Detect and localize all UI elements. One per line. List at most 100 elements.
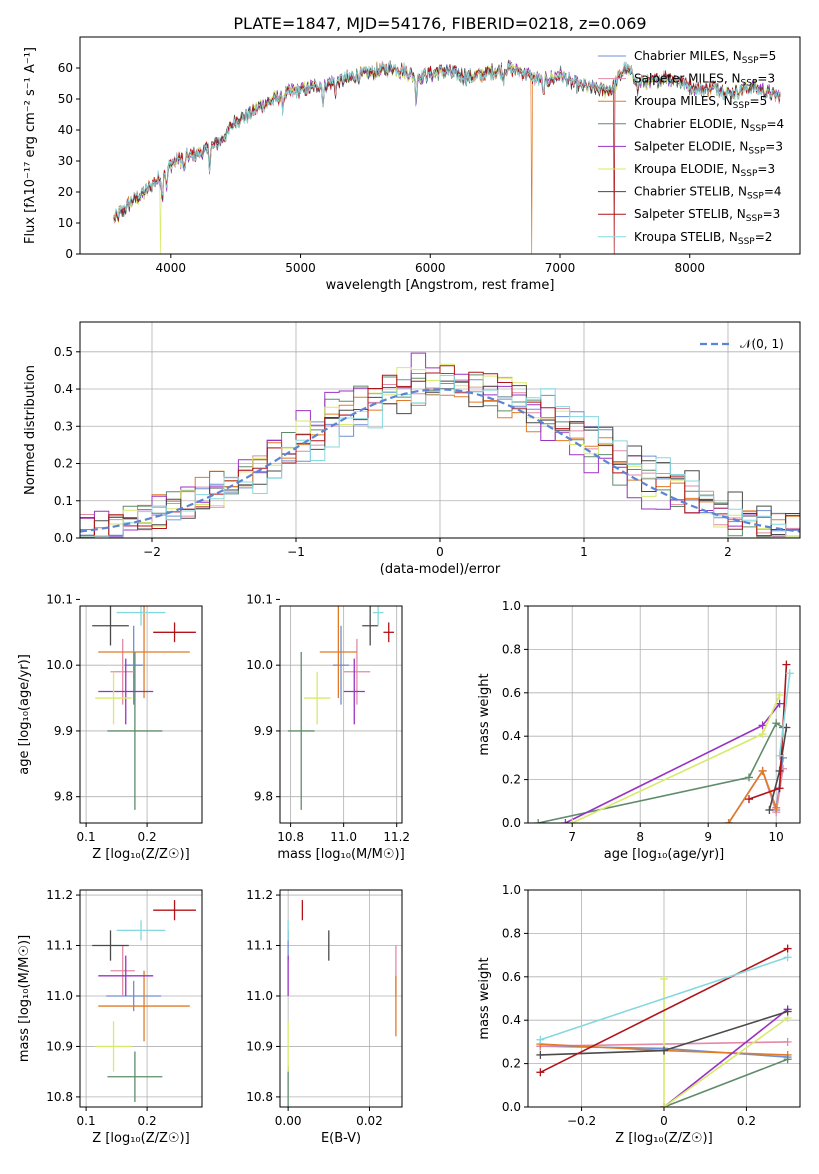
spectrum-frame	[79, 36, 801, 255]
mass-vs-ebv-ytick-label: 10.9	[246, 1039, 273, 1053]
age-vs-mass-xtick-label: 11.0	[330, 830, 357, 844]
residuals-frame	[79, 321, 801, 539]
errorbar-point	[372, 606, 384, 626]
errorbar-point	[107, 1051, 163, 1102]
mass-vs-z-ytick-label: 10.9	[46, 1039, 73, 1053]
weight-vs-z-ytick-label: 0.4	[502, 1013, 521, 1027]
weight-series-line	[663, 1008, 789, 1107]
mass-vs-ebv-frame	[279, 889, 403, 1108]
weight-vs-z-plot-area	[528, 890, 800, 1107]
legend-entry: Kroupa ELODIE, NSSP=3	[634, 162, 775, 179]
weight-vs-z-ylabel: mass weight	[477, 957, 492, 1039]
spectrum-plot-area	[113, 59, 781, 254]
mass-vs-z-xtick-label: 0.2	[138, 1114, 157, 1128]
age-vs-z-ytick-label: 9.9	[54, 724, 73, 738]
weight-marker	[783, 1055, 792, 1064]
legend-entry: Salpeter ELODIE, NSSP=3	[634, 139, 783, 156]
errorbar-point	[303, 671, 331, 725]
weight-vs-z-ytick-label: 1.0	[502, 883, 521, 897]
weight-marker	[783, 953, 792, 962]
weight-vs-z-ytick-label: 0.2	[502, 1057, 521, 1071]
age-vs-z-ylabel: age [log₁₀(age/yr)]	[17, 654, 32, 775]
weight-vs-z-xtick-label: −0.2	[567, 1114, 596, 1128]
legend-entry: Chabrier MILES, NSSP=5	[634, 49, 776, 66]
age-vs-mass-ytick-label: 10.1	[246, 592, 273, 606]
age-vs-z-ytick-label: 10.0	[46, 658, 73, 672]
spectrum-chart: 4000 5000 6000 7000 8000 0 10 20 30 40 50 60 wavelen…	[23, 36, 801, 293]
mass-vs-z-ylabel: mass [log₁₀(M/M☉)]	[17, 935, 32, 1062]
age-vs-mass-chart: 10.8 11.0 11.2 9.8 9.9 10.0 10.1 mass [log₁₀(M/…	[246, 592, 410, 862]
mass-vs-ebv-ytick-label: 11.2	[246, 888, 273, 902]
weight-vs-age-ytick-label: 0.6	[502, 686, 521, 700]
errorbar-point	[333, 625, 349, 705]
histogram-step	[80, 375, 800, 538]
weight-marker	[561, 819, 570, 823]
weight-marker	[536, 1068, 545, 1077]
age-vs-z-chart: 0.1 0.2 9.8 9.9 10.0 10.1 Z [log₁₀(Z/Z☉)] age […	[17, 592, 203, 862]
weight-vs-z-xtick-label: 0.2	[737, 1114, 756, 1128]
residuals-ytick-label: 0.0	[54, 531, 73, 545]
weight-vs-age-plot-area	[528, 606, 800, 823]
mass-vs-z-chart: 0.1 0.2 10.8 10.9 11.0 11.1 11.2 Z [log₁₀(Z/Z☉)…	[17, 888, 203, 1146]
weight-vs-age-chart: 7 8 9 10 0.0 0.2 0.4 0.6 0.8 1.0 age [log₁₀(age/yr…	[477, 599, 801, 862]
weight-marker	[660, 1046, 668, 1055]
age-vs-z-ytick-label: 10.1	[46, 592, 73, 606]
residuals-ytick-label: 0.5	[54, 345, 73, 359]
spectrum-ylabel: Flux [fλ10⁻¹⁷ erg cm⁻² s⁻¹ A⁻¹]	[23, 47, 38, 244]
errorbar-point	[95, 671, 132, 725]
spectrum-xtick-label: 8000	[674, 261, 705, 275]
weight-vs-z-ytick-label: 0.8	[502, 926, 521, 940]
mass-vs-z-ytick-label: 11.2	[46, 888, 73, 902]
errorbar-point	[95, 1021, 132, 1072]
weight-marker	[724, 819, 733, 823]
errorbar-point	[98, 658, 154, 725]
age-vs-mass-plot-area	[280, 606, 402, 823]
age-vs-mass-ytick-label: 9.9	[254, 724, 273, 738]
mass-vs-ebv-xlabel: E(B-V)	[321, 1131, 361, 1146]
residuals-xtick-label: 2	[724, 545, 732, 559]
residuals-xtick-label: 1	[580, 545, 588, 559]
mass-vs-ebv-ytick-label: 11.0	[246, 989, 273, 1003]
age-vs-mass-ytick-label: 9.8	[254, 790, 273, 804]
spectrum-ytick-label: 30	[58, 154, 73, 168]
errorbar-point	[319, 606, 357, 699]
weight-vs-age-ytick-label: 1.0	[502, 599, 521, 613]
weight-marker	[782, 660, 791, 669]
age-vs-mass-xtick-label: 11.2	[383, 830, 410, 844]
weight-series-line	[538, 722, 784, 823]
mass-vs-ebv-ytick-label: 11.1	[246, 939, 273, 953]
legend-entry: 𝒩(0, 1)	[740, 337, 784, 351]
errorbar-point	[92, 930, 129, 961]
weight-vs-age-xtick-label: 8	[636, 830, 644, 844]
weight-vs-age-xlabel: age [log₁₀(age/yr)]	[604, 847, 725, 862]
residuals-xtick-label: −2	[143, 545, 161, 559]
spectrum-xtick-label: 4000	[156, 261, 187, 275]
spectrum-line	[113, 60, 781, 223]
age-vs-z-plot-area	[80, 606, 202, 823]
errorbar-point	[98, 970, 190, 1042]
mass-vs-ebv-xtick-label: 0.00	[275, 1114, 302, 1128]
weight-marker	[534, 819, 543, 823]
errorbar-point	[92, 606, 129, 646]
weight-series-line	[663, 979, 789, 1107]
errorbar-point	[98, 955, 154, 996]
weight-vs-age-ytick-label: 0.2	[502, 773, 521, 787]
residuals-plot-area	[80, 322, 800, 538]
weight-marker	[775, 751, 784, 760]
spectrum-ytick-label: 20	[58, 185, 73, 199]
errorbar-point	[343, 638, 371, 705]
figure-title: PLATE=1847, MJD=54176, FIBERID=0218, z=0…	[233, 14, 646, 33]
weight-marker	[783, 1007, 792, 1016]
weight-vs-age-xtick-label: 9	[704, 830, 712, 844]
mass-vs-z-xlabel: Z [log₁₀(Z/Z☉)]	[92, 1131, 189, 1146]
weight-marker	[745, 773, 753, 782]
residuals-ytick-label: 0.2	[54, 457, 73, 471]
spectrum-line	[113, 61, 781, 220]
weight-vs-age-xtick-label: 7	[568, 830, 576, 844]
weight-vs-z-frame	[527, 889, 801, 1108]
errorbar-point	[116, 920, 166, 941]
residuals-xtick-label: 0	[436, 545, 444, 559]
errorbar-point	[110, 945, 135, 996]
spectrum-ytick-label: 50	[58, 92, 73, 106]
spectrum-legend: Chabrier MILES, NSSP=5 Salpeter MILES, NS…	[598, 49, 784, 247]
